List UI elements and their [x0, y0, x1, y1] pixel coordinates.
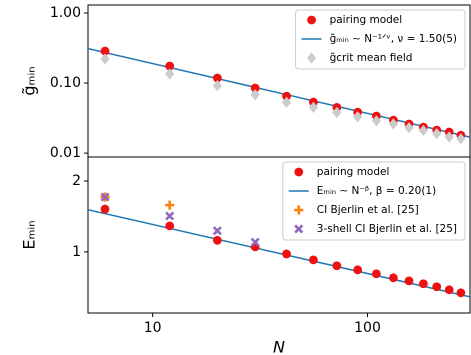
legend: pairing model Eₘᵢₙ ∼ N⁻ᵝ, β = 0.20(1) CI B… — [282, 161, 466, 241]
legend-label: g̃ₘᵢₙ ∼ N⁻¹ᐟᵛ, ν = 1.50(5) — [330, 33, 457, 45]
y-axis-label: g̃ₘᵢₙ — [20, 66, 39, 95]
point — [165, 68, 175, 80]
point — [444, 285, 454, 295]
point — [294, 205, 304, 215]
legend-box — [282, 161, 466, 241]
legend-label: g̃crit mean field — [330, 52, 413, 64]
legend: pairing model g̃ₘᵢₙ ∼ N⁻¹ᐟᵛ, ν = 1.50(5) g… — [295, 9, 466, 70]
point — [100, 53, 110, 65]
x-axis-label: N — [273, 338, 285, 355]
point — [307, 15, 316, 25]
point — [294, 167, 304, 177]
x-tick-label: 100 — [354, 320, 381, 336]
point — [456, 133, 466, 145]
point — [308, 101, 319, 113]
legend-label: Eₘᵢₙ ∼ N⁻ᵝ, β = 0.20(1) — [317, 185, 436, 197]
point — [165, 211, 175, 221]
y-tick-label: 0.10 — [50, 75, 81, 91]
point — [100, 192, 110, 202]
point — [165, 61, 175, 71]
point — [332, 106, 342, 119]
point — [306, 52, 317, 64]
point — [353, 265, 363, 275]
y-tick-label: 2 — [72, 173, 81, 189]
y-axis-label: Eₘᵢₙ — [20, 220, 39, 249]
point — [418, 124, 428, 137]
legend-label: pairing model — [330, 14, 403, 26]
point — [418, 279, 428, 289]
plot-frame — [87, 156, 471, 314]
point — [212, 226, 222, 236]
point — [353, 111, 363, 123]
point — [371, 269, 381, 279]
plot-area — [88, 192, 470, 298]
point — [165, 221, 175, 231]
point — [100, 46, 110, 56]
point — [444, 131, 454, 143]
point — [388, 118, 399, 130]
legend-box — [295, 9, 466, 70]
plot-area — [88, 46, 470, 145]
point — [432, 282, 442, 292]
point — [282, 249, 291, 259]
point — [371, 115, 381, 127]
point — [250, 237, 260, 247]
point — [309, 255, 318, 265]
point — [332, 261, 342, 271]
legend-label: 3-shell CI Bjerlin et al. [25] — [317, 223, 457, 235]
point — [250, 89, 260, 101]
y-tick-label: 1.00 — [50, 5, 81, 21]
y-tick-label: 0.01 — [50, 145, 81, 161]
point — [404, 122, 414, 134]
point — [100, 204, 110, 214]
point — [165, 200, 175, 210]
point — [294, 224, 304, 234]
point — [456, 288, 466, 298]
legend-label: pairing model — [317, 166, 390, 178]
point — [281, 96, 292, 108]
point — [432, 127, 442, 140]
point — [389, 273, 398, 283]
x-tick-label: 10 — [144, 320, 162, 336]
point — [404, 276, 414, 286]
point — [212, 73, 222, 83]
legend-label: CI Bjerlin et al. [25] — [317, 204, 419, 216]
y-tick-label: 1 — [72, 244, 81, 260]
point — [250, 83, 260, 93]
point — [212, 79, 222, 92]
point — [212, 235, 222, 245]
point — [282, 91, 291, 101]
